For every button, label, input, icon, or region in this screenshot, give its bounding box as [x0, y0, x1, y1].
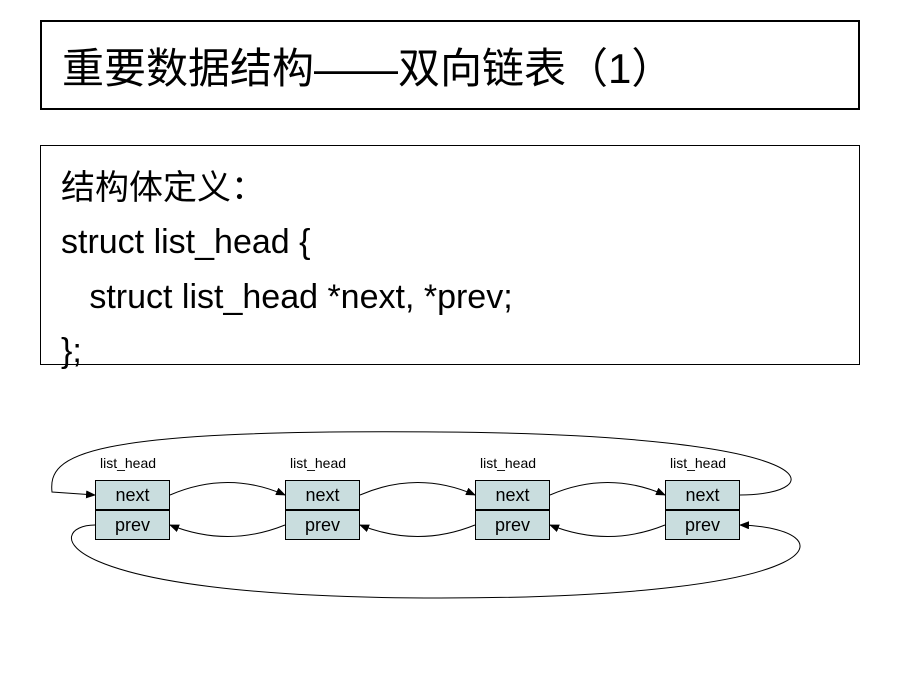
prev-arrow-1 [170, 525, 285, 537]
code-line-1: struct list_head { [61, 215, 839, 269]
node-0-label: list_head [100, 455, 156, 471]
node-1-label: list_head [290, 455, 346, 471]
code-line-0: 结构体定义： [61, 161, 839, 215]
node-3-prev: prev [665, 510, 740, 540]
next-arrow-2 [360, 483, 475, 496]
prev-arrow-2 [360, 525, 475, 537]
code-line-2: struct list_head *next, *prev; [61, 270, 839, 324]
node-2-next: next [475, 480, 550, 510]
node-0-next: next [95, 480, 170, 510]
node-1-prev: prev [285, 510, 360, 540]
node-2-label: list_head [480, 455, 536, 471]
title-box: 重要数据结构——双向链表（1） [40, 20, 860, 110]
linked-list-diagram: list_head next prev list_head next prev … [40, 400, 880, 630]
code-line-3: }; [61, 324, 839, 378]
next-arrow-3 [550, 483, 665, 496]
node-2-prev: prev [475, 510, 550, 540]
code-box: 结构体定义： struct list_head { struct list_he… [40, 145, 860, 365]
node-1-next: next [285, 480, 360, 510]
node-0-prev: prev [95, 510, 170, 540]
title-text: 重要数据结构——双向链表（1） [62, 35, 673, 96]
node-3-next: next [665, 480, 740, 510]
node-3-label: list_head [670, 455, 726, 471]
prev-arrow-3 [550, 525, 665, 537]
next-arrow-1 [170, 483, 285, 496]
